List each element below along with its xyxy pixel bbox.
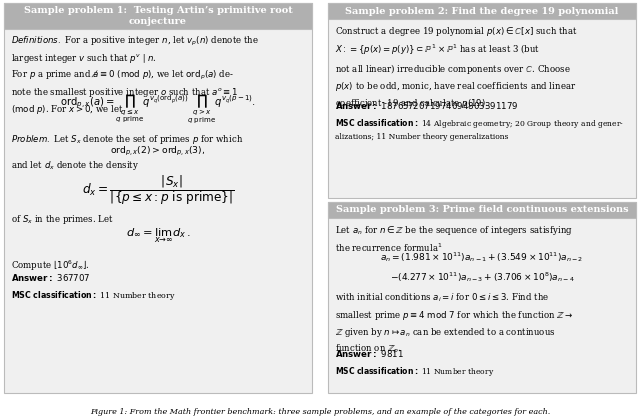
Bar <box>328 202 636 393</box>
Text: Compute $\lfloor 10^6 d_\infty \rfloor$.: Compute $\lfloor 10^6 d_\infty \rfloor$. <box>11 259 90 273</box>
Text: of $S_x$ in the primes. Let: of $S_x$ in the primes. Let <box>11 213 114 226</box>
Text: $d_\infty = \lim_{x \to \infty} d_x.$: $d_\infty = \lim_{x \to \infty} d_x.$ <box>125 227 190 245</box>
Text: $\mathbf{MSC\ classification:}$ 11 Number theory: $\mathbf{MSC\ classification:}$ 11 Numbe… <box>11 289 175 302</box>
Text: Sample problem 2: Find the degree 19 polynomial: Sample problem 2: Find the degree 19 pol… <box>346 6 619 16</box>
Text: $\mathbf{Answer:}$ 9811: $\mathbf{Answer:}$ 9811 <box>335 348 404 359</box>
Text: $\mathrm{ord}_{p,x}(2) > \mathrm{ord}_{p,x}(3),$: $\mathrm{ord}_{p,x}(2) > \mathrm{ord}_{p… <box>110 145 205 158</box>
Text: Sample problem 1:  Testing Artin’s primitive root conjecture: Sample problem 1: Testing Artin’s primit… <box>24 6 292 26</box>
Bar <box>328 3 636 198</box>
Text: $\mathbf{Answer:}$ 367707: $\mathbf{Answer:}$ 367707 <box>11 272 91 283</box>
Text: $d_x = \dfrac{|S_x|}{|\{p \leq x : p \mathrm{\ is\ prime}\}|}$: $d_x = \dfrac{|S_x|}{|\{p \leq x : p \ma… <box>82 173 234 207</box>
Text: $\mathit{Definitions.}$ For a positive integer $n$, let $v_p(n)$ denote the
larg: $\mathit{Definitions.}$ For a positive i… <box>11 35 259 116</box>
Text: Figure 1: From the Math frontier benchmark: three sample problems, and an exampl: Figure 1: From the Math frontier benchma… <box>90 408 550 416</box>
Text: Sample problem 3: Prime field continuous extensions: Sample problem 3: Prime field continuous… <box>336 205 628 215</box>
Bar <box>4 3 312 29</box>
Text: $a_n = (1.981 \times 10^{11})a_{n-1} + (3.549 \times 10^{11})a_{n-2}$
$-(4.277 \: $a_n = (1.981 \times 10^{11})a_{n-1} + (… <box>380 250 584 284</box>
Text: $\mathbf{MSC\ classification:}$ 14 Algebraic geometry; 20 Group theory and gener: $\mathbf{MSC\ classification:}$ 14 Algeb… <box>335 117 624 141</box>
Text: $\mathit{Problem.}$ Let $S_x$ denote the set of primes $p$ for which: $\mathit{Problem.}$ Let $S_x$ denote the… <box>11 133 243 146</box>
Text: Let $a_n$ for $n \in \mathbb{Z}$ be the sequence of integers satisfying
the recu: Let $a_n$ for $n \in \mathbb{Z}$ be the … <box>335 224 573 254</box>
Text: Construct a degree 19 polynomial $p(x) \in \mathbb{C}[x]$ such that
$X := \{p(x): Construct a degree 19 polynomial $p(x) \… <box>335 25 578 110</box>
Bar <box>328 202 636 218</box>
Text: $\mathrm{ord}_{p,x}(a) = \prod_{\substack{q \leq x \\ q \mathrm{\ prime}}} q^{v_: $\mathrm{ord}_{p,x}(a) = \prod_{\substac… <box>60 93 256 126</box>
Text: $\mathbf{Answer:}$ 1876572071974094803391179: $\mathbf{Answer:}$ 187657207197409480339… <box>335 100 518 111</box>
Text: with initial conditions $a_i = i$ for $0 \leq i \leq 3$. Find the
smallest prime: with initial conditions $a_i = i$ for $0… <box>335 292 573 356</box>
Text: $\mathbf{MSC\ classification:}$ 11 Number theory: $\mathbf{MSC\ classification:}$ 11 Numbe… <box>335 365 495 378</box>
Bar <box>4 3 312 393</box>
Bar <box>328 3 636 19</box>
Text: and let $d_x$ denote the density: and let $d_x$ denote the density <box>11 159 140 172</box>
